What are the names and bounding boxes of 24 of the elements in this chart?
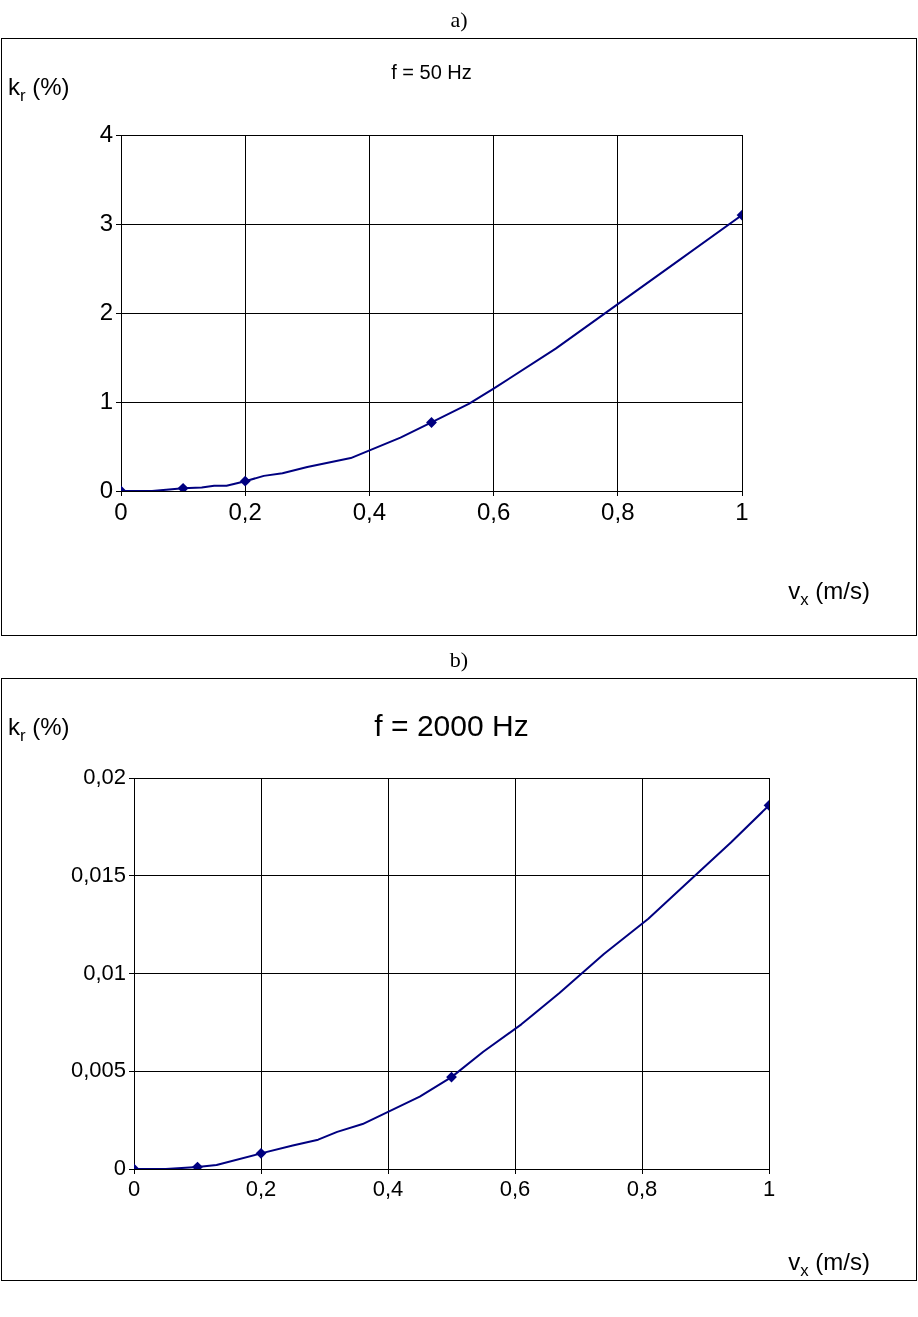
y-tick-label: 0,005 <box>70 1057 126 1083</box>
x-tick-label: 1 <box>735 498 749 526</box>
y-tick-label: 0 <box>113 1155 126 1181</box>
x-tick-label: 0,8 <box>626 1176 658 1202</box>
y-tick-label: 0 <box>99 475 113 503</box>
y-tick-label: 1 <box>99 386 113 414</box>
y-tick-label: 4 <box>99 119 113 147</box>
y-tick-label: 0,01 <box>83 959 126 985</box>
x-tick-label: 1 <box>762 1176 776 1202</box>
x-tick-label: 0,4 <box>372 1176 404 1202</box>
x-tick-label: 0,6 <box>476 498 511 526</box>
y-tick-label: 0,015 <box>70 861 126 887</box>
x-tick-label: 0,2 <box>245 1176 277 1202</box>
x-tick-label: 0,8 <box>601 498 635 526</box>
text: a) <box>449 6 469 34</box>
x-tick-label: 0,2 <box>228 498 262 526</box>
y-tick-label: 2 <box>99 297 113 325</box>
y-tick-label: 0,02 <box>83 764 126 790</box>
y-tick-label: 3 <box>99 208 113 236</box>
chart-title: f = 2000 Hz <box>374 709 529 742</box>
chart-title: f = 50 Hz <box>391 61 472 83</box>
x-tick-label: 0,6 <box>499 1176 531 1202</box>
text: b) <box>448 646 470 674</box>
x-tick-label: 0,4 <box>352 498 387 526</box>
